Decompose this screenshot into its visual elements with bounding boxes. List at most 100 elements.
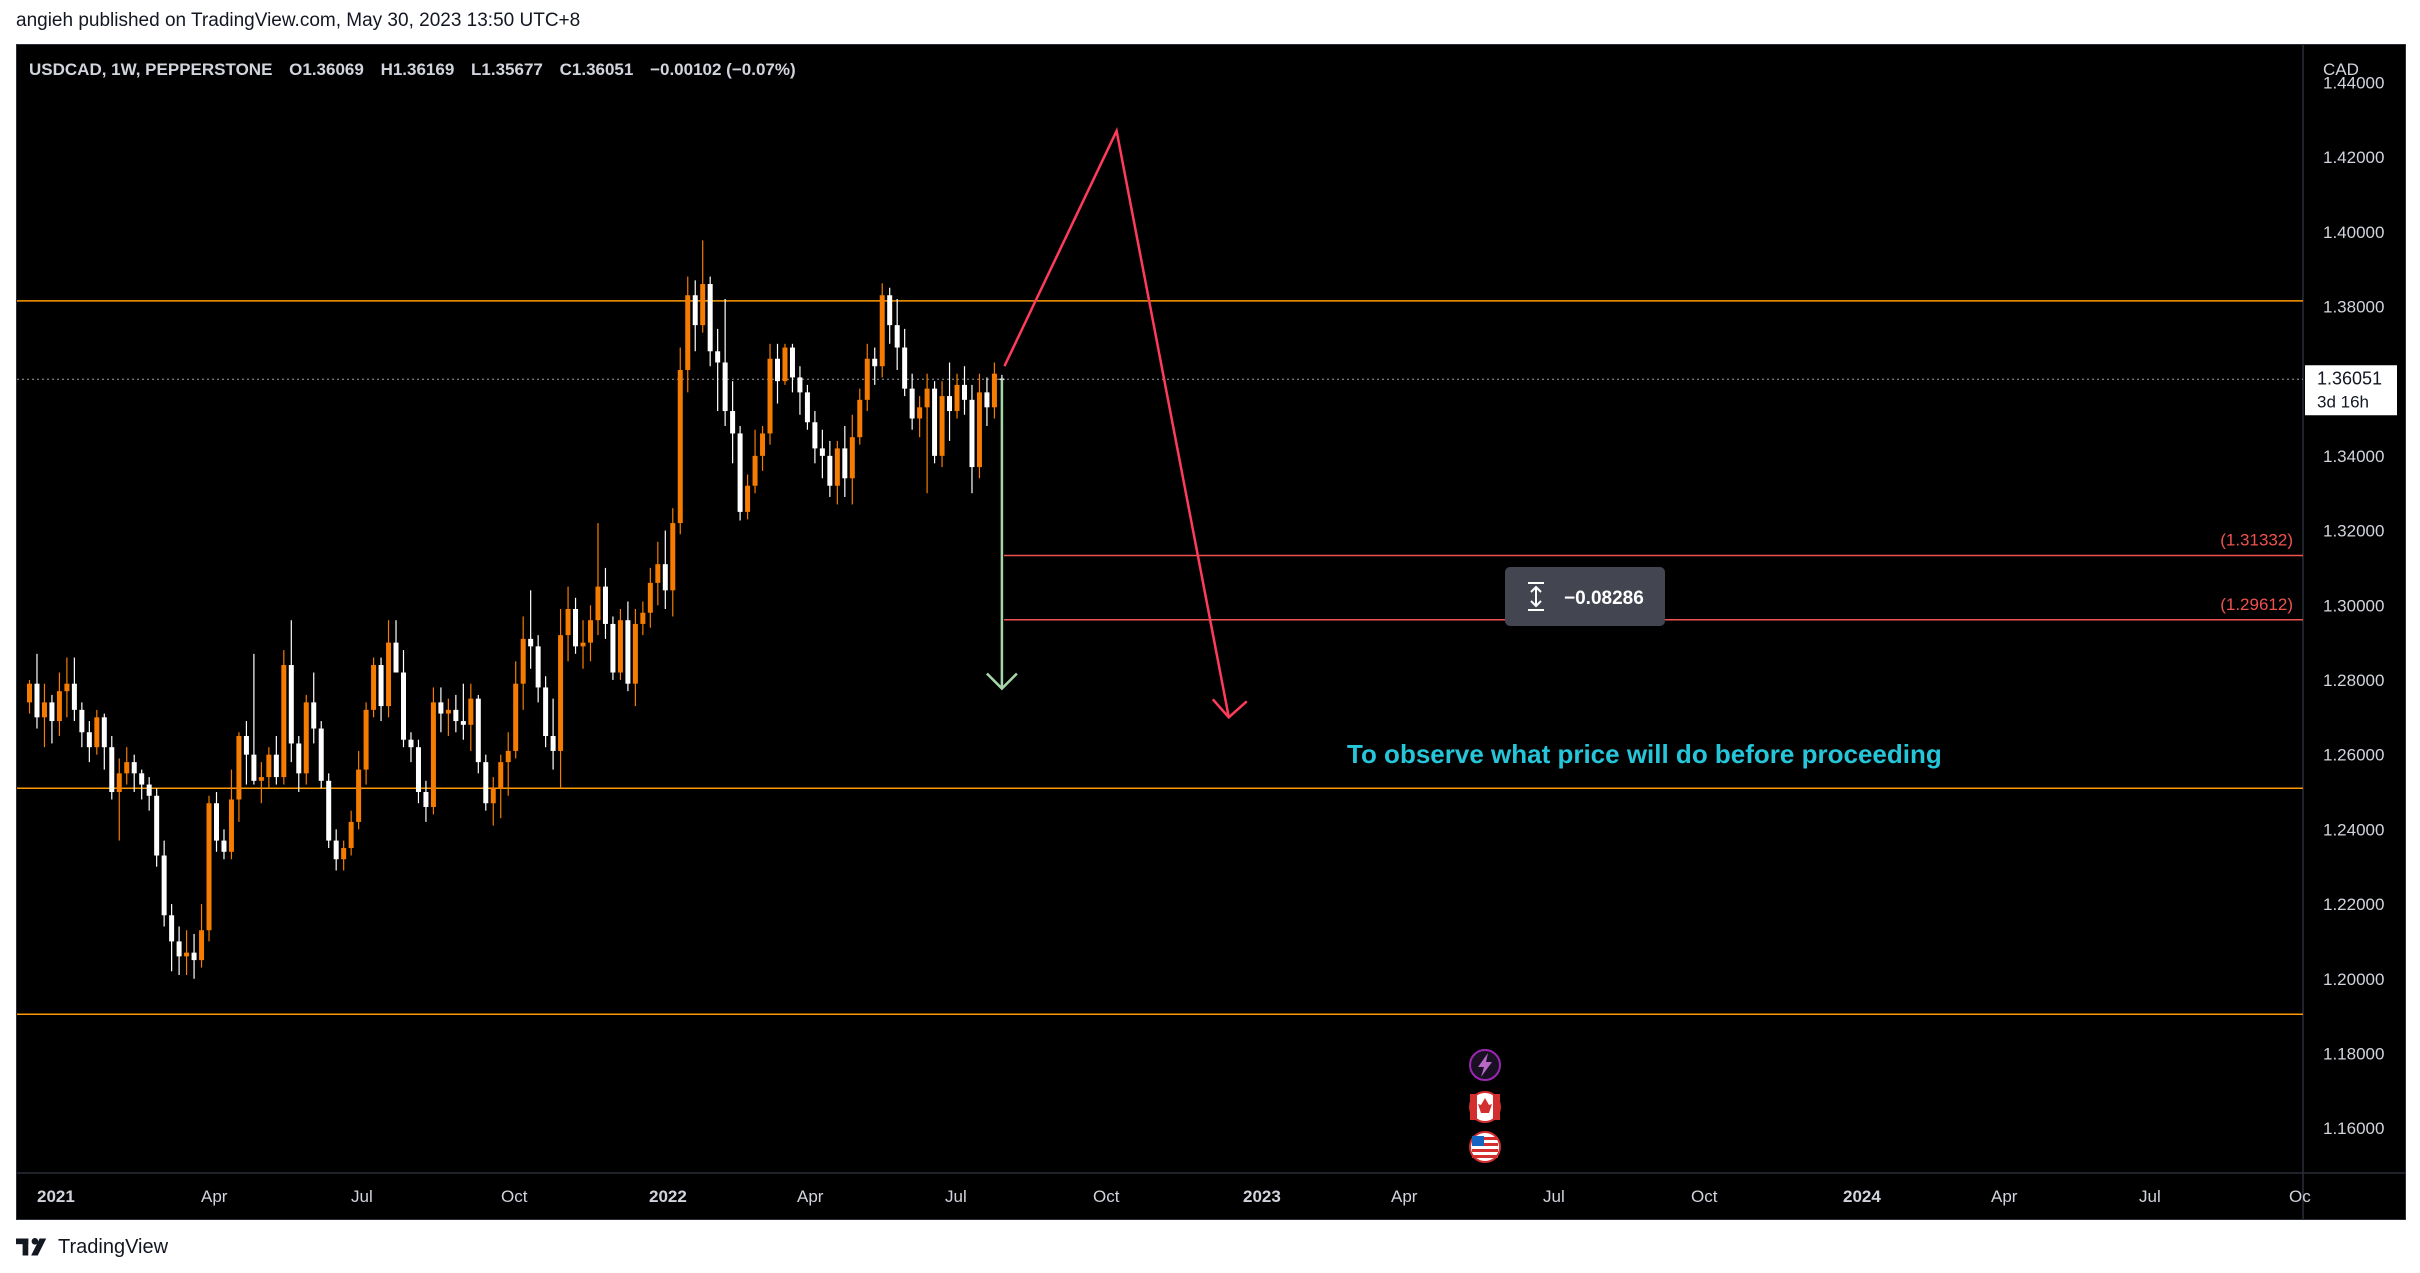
candle bbox=[191, 933, 197, 979]
candle bbox=[819, 429, 825, 479]
candle-body bbox=[146, 784, 152, 796]
us-flag-icon[interactable] bbox=[1469, 1131, 1501, 1163]
candle bbox=[700, 240, 706, 333]
candle bbox=[902, 328, 908, 397]
candle bbox=[408, 732, 414, 763]
level-1-label: (1.31332) bbox=[2220, 531, 2293, 550]
candle-body bbox=[184, 952, 190, 957]
currency-label: CAD bbox=[2323, 60, 2359, 79]
candle-body bbox=[430, 702, 436, 807]
lightning-icon[interactable] bbox=[1469, 1049, 1501, 1081]
candle-body bbox=[782, 347, 788, 382]
candle bbox=[558, 609, 564, 789]
candle bbox=[116, 758, 122, 841]
red-projection-path[interactable] bbox=[1003, 126, 1231, 718]
chart-panel[interactable]: −0.08286 To observe what price will do b… bbox=[16, 44, 2406, 1220]
candle bbox=[932, 381, 938, 464]
candle bbox=[401, 650, 406, 748]
candle bbox=[326, 773, 332, 849]
candle-body bbox=[408, 739, 414, 748]
candle bbox=[318, 721, 324, 789]
svg-text:USDCAD, 1W, PEPPERSTONE: USDCAD, 1W, PEPPERSTONE O1.36069 H1.3616… bbox=[29, 60, 796, 79]
candle bbox=[34, 653, 40, 729]
price-axis-ticks[interactable]: 1.440001.420001.400001.380001.360001.340… bbox=[2323, 73, 2384, 1138]
candle bbox=[535, 635, 541, 703]
time-label: Apr bbox=[1991, 1187, 2018, 1206]
candle-body bbox=[647, 582, 653, 613]
candle-body bbox=[191, 952, 197, 961]
time-label: Apr bbox=[797, 1187, 824, 1206]
candle bbox=[924, 373, 930, 494]
chart-background bbox=[17, 45, 2405, 1219]
candle bbox=[782, 343, 788, 385]
candle-body bbox=[139, 773, 145, 785]
candle bbox=[685, 276, 691, 393]
candle-body bbox=[804, 392, 810, 423]
candle-body bbox=[460, 721, 466, 725]
candle-body bbox=[730, 411, 736, 434]
candle bbox=[393, 620, 399, 673]
candle-body bbox=[558, 635, 564, 751]
candle-body bbox=[116, 773, 122, 793]
candle bbox=[56, 672, 62, 736]
candle-body bbox=[954, 384, 960, 412]
candle bbox=[333, 829, 339, 871]
time-label: Jul bbox=[351, 1187, 373, 1206]
time-axis-labels[interactable]: 2021 Apr Jul Oct 2022 Apr Jul Oct 2023 Apr Jul Oct 2… bbox=[37, 1187, 2311, 1206]
symbol-legend[interactable]: USDCAD, 1W, PEPPERSTONE O1.36069 H1.3616… bbox=[29, 60, 796, 79]
candle-body bbox=[199, 930, 205, 961]
candle-body bbox=[707, 284, 713, 352]
candlestick-chart[interactable]: −0.08286 To observe what price will do b… bbox=[17, 45, 2405, 1219]
measure-range-icon bbox=[1528, 582, 1544, 611]
candle bbox=[71, 657, 77, 722]
candle bbox=[662, 530, 668, 609]
candle bbox=[752, 429, 758, 494]
candle-body bbox=[303, 702, 309, 774]
candle-body bbox=[243, 735, 249, 755]
candle bbox=[41, 683, 47, 748]
candle-body bbox=[939, 396, 945, 456]
candle-body bbox=[445, 709, 451, 714]
candle bbox=[767, 343, 773, 445]
price-tick: 1.22000 bbox=[2323, 895, 2384, 914]
candle-body bbox=[602, 586, 608, 624]
candle bbox=[789, 343, 795, 393]
candle-body bbox=[273, 754, 279, 778]
candle bbox=[670, 508, 676, 617]
candle-body bbox=[595, 586, 601, 621]
candle-body bbox=[969, 399, 975, 468]
time-label: 2024 bbox=[1843, 1187, 1881, 1206]
candle bbox=[176, 926, 182, 976]
note-text[interactable]: To observe what price will do before pro… bbox=[1347, 739, 1942, 769]
candle-body bbox=[819, 448, 825, 456]
candle-body bbox=[902, 347, 908, 389]
legend-change: −0.00102 (−0.07%) bbox=[650, 60, 796, 79]
candle bbox=[169, 904, 175, 972]
price-tick: 1.18000 bbox=[2323, 1044, 2384, 1063]
candle bbox=[214, 792, 219, 852]
price-tick: 1.42000 bbox=[2323, 148, 2384, 167]
candle bbox=[228, 769, 234, 860]
candle bbox=[625, 601, 631, 692]
candle bbox=[490, 777, 496, 826]
candle-body bbox=[528, 638, 534, 647]
event-icons[interactable] bbox=[1469, 1049, 1501, 1163]
price-tick: 1.32000 bbox=[2323, 522, 2384, 541]
candle-body bbox=[752, 455, 758, 486]
candle-body bbox=[371, 665, 377, 710]
footer[interactable]: TradingView bbox=[16, 1232, 168, 1262]
candle-body bbox=[879, 295, 885, 367]
footer-brand: TradingView bbox=[58, 1235, 169, 1258]
candle-body bbox=[797, 377, 803, 393]
candle-body bbox=[228, 799, 234, 852]
candle-body bbox=[573, 609, 579, 647]
candle bbox=[505, 732, 511, 796]
candle-body bbox=[872, 358, 878, 367]
candle-body bbox=[887, 295, 893, 326]
candle-body bbox=[161, 855, 167, 916]
candle-body bbox=[423, 792, 429, 807]
candle bbox=[386, 620, 392, 718]
candle bbox=[827, 440, 833, 497]
canada-flag-icon[interactable] bbox=[1469, 1091, 1501, 1123]
candle bbox=[969, 384, 975, 494]
